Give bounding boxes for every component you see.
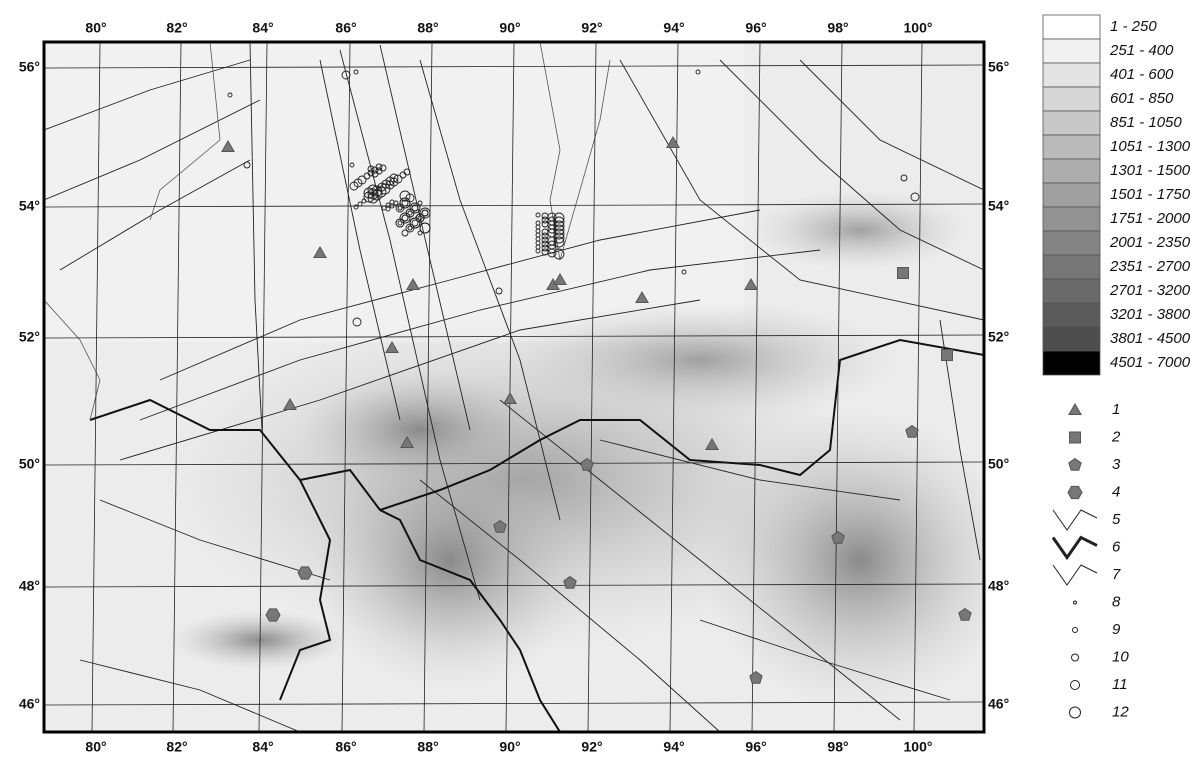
- lat-label-right: 48°: [988, 578, 1009, 594]
- lat-label-left: 56°: [19, 59, 40, 75]
- elevation-label: 251 - 400: [1109, 42, 1174, 59]
- triangle: [1069, 404, 1081, 415]
- symbol-label: 5: [1112, 511, 1121, 528]
- lat-label-left: 48°: [19, 578, 40, 594]
- square: [898, 268, 909, 279]
- elevation-swatch: [1043, 111, 1100, 135]
- lat-label-left: 50°: [19, 456, 40, 472]
- fault-symbol: [1053, 538, 1097, 558]
- lon-label-top: 88°: [417, 20, 438, 36]
- elevation-swatch: [1043, 39, 1100, 63]
- symbol-label: 11: [1112, 676, 1128, 693]
- elevation-swatch: [1043, 351, 1100, 375]
- elevation-swatch: [1043, 63, 1100, 87]
- lon-label-bottom: 100°: [904, 739, 933, 755]
- elevation-swatch: [1043, 327, 1100, 351]
- lon-label-bottom: 90°: [499, 739, 520, 755]
- symbol-label: 7: [1112, 566, 1121, 583]
- lon-label-top: 96°: [745, 20, 766, 36]
- lat-label-right: 52°: [988, 329, 1009, 345]
- elevation-label: 601 - 850: [1110, 90, 1174, 107]
- symbol-label: 12: [1112, 703, 1129, 720]
- elevation-label: 3801 - 4500: [1110, 330, 1191, 347]
- elevation-label: 401 - 600: [1110, 66, 1174, 83]
- lon-label-bottom: 88°: [417, 739, 438, 755]
- lon-label-top: 86°: [335, 20, 356, 36]
- lat-label-right: 56°: [988, 59, 1009, 75]
- symbol-label: 8: [1112, 593, 1121, 610]
- hexagon: [298, 567, 312, 579]
- lon-label-bottom: 96°: [745, 739, 766, 755]
- lon-label-top: 84°: [252, 20, 273, 36]
- elevation-label: 1751 - 2000: [1110, 210, 1191, 227]
- fault-symbol: [1053, 510, 1097, 530]
- lon-label-bottom: 98°: [827, 739, 848, 755]
- elevation-swatch: [1043, 207, 1100, 231]
- lat-label-left: 54°: [19, 198, 40, 214]
- lon-label-top: 92°: [581, 20, 602, 36]
- lon-label-top: 98°: [827, 20, 848, 36]
- symbol-label: 1: [1112, 401, 1120, 418]
- map-figure: 80° 80° 82° 82° 84° 84° 86° 86° 88° 88° 90° 90° 92° 9…: [0, 0, 1204, 760]
- elevation-label: 2001 - 2350: [1109, 234, 1191, 251]
- elevation-swatch: [1043, 255, 1100, 279]
- lon-label-top: 100°: [904, 20, 933, 36]
- square: [942, 350, 953, 361]
- quake-symbol: [1070, 707, 1081, 718]
- elevation-label: 1051 - 1300: [1110, 138, 1191, 155]
- lon-label-bottom: 94°: [663, 739, 684, 755]
- symbol-label: 3: [1112, 456, 1121, 473]
- lon-label-bottom: 82°: [166, 739, 187, 755]
- elevation-label: 1501 - 1750: [1110, 186, 1191, 203]
- elevation-label: 1301 - 1500: [1110, 162, 1191, 179]
- fault-symbol: [1053, 565, 1097, 585]
- elevation-swatch: [1043, 87, 1100, 111]
- elevation-label: 1 - 250: [1110, 18, 1157, 35]
- page: 80° 80° 82° 82° 84° 84° 86° 86° 88° 88° 90° 90° 92° 9…: [0, 0, 1204, 760]
- elevation-swatch: [1043, 231, 1100, 255]
- elevation-swatch: [1043, 183, 1100, 207]
- lat-label-left: 46°: [19, 696, 40, 712]
- elevation-label: 2701 - 3200: [1109, 282, 1191, 299]
- lon-label-top: 90°: [499, 20, 520, 36]
- mountains: [700, 410, 1020, 710]
- elevation-label: 2351 - 2700: [1109, 258, 1191, 275]
- elevation-swatch: [1043, 135, 1100, 159]
- elevation-label: 851 - 1050: [1110, 114, 1182, 131]
- elevation-label: 4501 - 7000: [1110, 354, 1191, 371]
- elevation-swatch: [1043, 303, 1100, 327]
- legend: 1 - 250 251 - 400 401 - 600 601 - 850 851 - …: [1043, 15, 1191, 720]
- lon-label-top: 80°: [85, 20, 106, 36]
- square: [1070, 432, 1081, 443]
- lon-label-top: 82°: [166, 20, 187, 36]
- lat-label-right: 54°: [988, 198, 1009, 214]
- elevation-swatch: [1043, 15, 1100, 39]
- symbol-label: 10: [1112, 648, 1129, 665]
- hexagon: [266, 609, 280, 621]
- lat-label-left: 52°: [19, 329, 40, 345]
- relief: [44, 42, 1020, 732]
- quake-symbol: [1072, 654, 1079, 661]
- pentagon: [1069, 459, 1081, 471]
- lon-label-bottom: 86°: [335, 739, 356, 755]
- lat-label-right: 50°: [988, 456, 1009, 472]
- symbol-label: 6: [1112, 538, 1121, 555]
- lon-label-bottom: 80°: [85, 739, 106, 755]
- elevation-swatch: [1043, 279, 1100, 303]
- lat-label-right: 46°: [988, 696, 1009, 712]
- symbol-label: 2: [1111, 428, 1121, 445]
- lon-label-bottom: 84°: [252, 739, 273, 755]
- quake-symbol: [1071, 681, 1080, 690]
- lon-label-top: 94°: [663, 20, 684, 36]
- symbol-label: 9: [1112, 621, 1121, 638]
- mountains: [750, 190, 970, 270]
- lon-label-bottom: 92°: [581, 739, 602, 755]
- quake-symbol: [1074, 601, 1077, 604]
- hexagon: [1068, 486, 1082, 498]
- elevation-label: 3201 - 3800: [1110, 306, 1191, 323]
- elevation-swatch: [1043, 159, 1100, 183]
- quake-symbol: [1073, 628, 1078, 633]
- symbol-label: 4: [1112, 483, 1120, 500]
